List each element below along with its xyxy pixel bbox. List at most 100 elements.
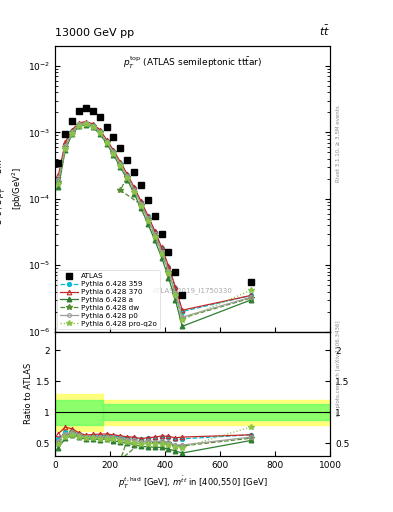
Pythia 6.428 pro-q2o: [90, 123, 95, 130]
Pythia 6.428 359: [77, 121, 81, 127]
Pythia 6.428 p0: [70, 129, 75, 135]
Pythia 6.428 370: [90, 121, 95, 127]
Pythia 6.428 370: [152, 228, 157, 234]
Text: mcplots.cern.ch [arXiv:1306.3436]: mcplots.cern.ch [arXiv:1306.3436]: [336, 321, 341, 416]
Pythia 6.428 a: [63, 146, 68, 153]
Pythia 6.428 p0: [63, 143, 68, 150]
Pythia 6.428 a: [152, 237, 157, 243]
Pythia 6.428 dw: [56, 179, 61, 185]
Pythia 6.428 pro-q2o: [125, 175, 130, 181]
Pythia 6.428 359: [84, 120, 88, 126]
Pythia 6.428 p0: [56, 177, 61, 183]
Pythia 6.428 p0: [84, 120, 88, 126]
Pythia 6.428 370: [77, 120, 81, 126]
Line: Pythia 6.428 dw: Pythia 6.428 dw: [55, 121, 254, 321]
Pythia 6.428 pro-q2o: [145, 218, 150, 224]
Pythia 6.428 pro-q2o: [111, 151, 116, 157]
Pythia 6.428 370: [111, 147, 116, 153]
Pythia 6.428 pro-q2o: [173, 292, 178, 298]
Pythia 6.428 p0: [249, 294, 253, 300]
Pythia 6.428 370: [180, 307, 185, 313]
ATLAS: [139, 182, 143, 188]
Pythia 6.428 370: [63, 139, 68, 145]
Pythia 6.428 370: [56, 172, 61, 178]
ATLAS: [111, 134, 116, 140]
ATLAS: [159, 230, 164, 237]
Pythia 6.428 359: [132, 185, 136, 191]
Pythia 6.428 a: [118, 164, 123, 170]
Pythia 6.428 pro-q2o: [104, 140, 109, 146]
Pythia 6.428 p0: [152, 231, 157, 238]
Pythia 6.428 359: [180, 309, 185, 315]
Pythia 6.428 pro-q2o: [180, 317, 185, 323]
ATLAS: [249, 280, 253, 286]
Pythia 6.428 pro-q2o: [63, 145, 68, 152]
Pythia 6.428 dw: [104, 139, 109, 145]
Line: Pythia 6.428 359: Pythia 6.428 359: [57, 121, 253, 313]
Pythia 6.428 370: [249, 292, 253, 298]
Pythia 6.428 dw: [139, 201, 143, 207]
Pythia 6.428 359: [145, 213, 150, 219]
Pythia 6.428 p0: [173, 290, 178, 296]
Line: Pythia 6.428 370: Pythia 6.428 370: [56, 119, 253, 312]
Pythia 6.428 p0: [111, 149, 116, 155]
Pythia 6.428 p0: [166, 268, 171, 274]
Pythia 6.428 370: [84, 119, 88, 125]
Pythia 6.428 370: [104, 137, 109, 143]
ATLAS: [90, 108, 95, 114]
Pythia 6.428 359: [97, 128, 102, 134]
Pythia 6.428 359: [90, 122, 95, 128]
Pythia 6.428 pro-q2o: [132, 188, 136, 195]
Pythia 6.428 359: [125, 172, 130, 178]
Line: Pythia 6.428 a: Pythia 6.428 a: [56, 122, 253, 329]
Pythia 6.428 dw: [63, 144, 68, 150]
Pythia 6.428 370: [159, 244, 164, 250]
Pythia 6.428 359: [159, 245, 164, 251]
Pythia 6.428 dw: [70, 130, 75, 136]
Pythia 6.428 370: [145, 212, 150, 219]
Pythia 6.428 a: [139, 205, 143, 211]
Pythia 6.428 359: [249, 292, 253, 298]
Y-axis label: Ratio to ATLAS: Ratio to ATLAS: [24, 363, 33, 424]
Pythia 6.428 359: [173, 285, 178, 291]
Pythia 6.428 p0: [90, 122, 95, 129]
ATLAS: [180, 292, 185, 298]
ATLAS: [125, 157, 130, 163]
Pythia 6.428 pro-q2o: [249, 287, 253, 293]
Line: Pythia 6.428 p0: Pythia 6.428 p0: [57, 121, 253, 319]
Pythia 6.428 p0: [97, 129, 102, 135]
Pythia 6.428 pro-q2o: [84, 121, 88, 127]
Pythia 6.428 370: [125, 171, 130, 177]
Pythia 6.428 a: [132, 190, 136, 197]
Pythia 6.428 a: [125, 177, 130, 183]
Pythia 6.428 dw: [125, 174, 130, 180]
Pythia 6.428 359: [56, 176, 61, 182]
Line: Pythia 6.428 pro-q2o: Pythia 6.428 pro-q2o: [55, 121, 254, 323]
ATLAS: [132, 169, 136, 176]
Pythia 6.428 dw: [180, 315, 185, 321]
Pythia 6.428 p0: [104, 138, 109, 144]
Pythia 6.428 a: [84, 122, 88, 128]
Pythia 6.428 p0: [132, 186, 136, 193]
ATLAS: [84, 105, 88, 112]
Pythia 6.428 a: [90, 124, 95, 130]
Pythia 6.428 359: [70, 128, 75, 134]
Text: $p_T^{\mathrm{top}}$ (ATLAS semileptonic tt$\bar{\mathrm{t}}$ar): $p_T^{\mathrm{top}}$ (ATLAS semileptonic…: [123, 55, 262, 71]
Pythia 6.428 359: [166, 264, 171, 270]
ATLAS: [77, 108, 81, 114]
Pythia 6.428 p0: [77, 121, 81, 127]
Pythia 6.428 pro-q2o: [77, 122, 81, 129]
Pythia 6.428 359: [118, 160, 123, 166]
Pythia 6.428 359: [104, 138, 109, 144]
Pythia 6.428 dw: [77, 122, 81, 128]
Pythia 6.428 a: [166, 274, 171, 281]
Pythia 6.428 dw: [249, 295, 253, 301]
ATLAS: [152, 213, 157, 219]
Pythia 6.428 a: [249, 297, 253, 303]
Pythia 6.428 a: [180, 323, 185, 329]
Legend: ATLAS, Pythia 6.428 359, Pythia 6.428 370, Pythia 6.428 a, Pythia 6.428 dw, Pyth: ATLAS, Pythia 6.428 359, Pythia 6.428 37…: [57, 270, 160, 329]
Pythia 6.428 p0: [180, 314, 185, 320]
Pythia 6.428 dw: [159, 249, 164, 255]
Pythia 6.428 370: [70, 126, 75, 133]
Pythia 6.428 a: [145, 221, 150, 227]
